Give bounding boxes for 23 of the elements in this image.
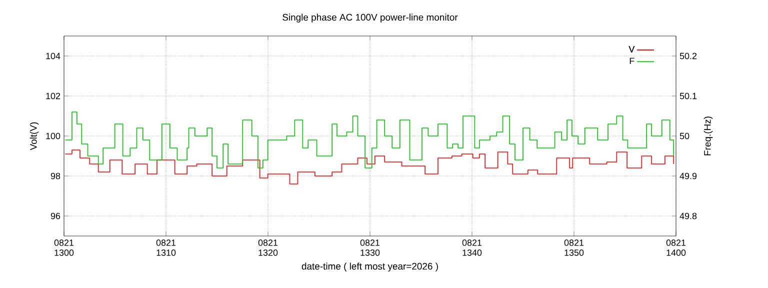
y-tick-label: 104: [46, 52, 60, 60]
y2-tick-label: 49.9: [680, 172, 697, 180]
y-tick-label: 98: [50, 172, 60, 180]
chart-title: Single phase AC 100V power-line monitor: [282, 14, 458, 23]
x-tick-label: 0821 1400: [666, 240, 686, 256]
y-tick-label: 102: [46, 92, 60, 100]
x-tick-label: 0821 1350: [564, 240, 584, 256]
x-tick-label: 0821 1340: [462, 240, 482, 256]
x-axis-title: date-time ( left most year=2026 ): [302, 262, 438, 272]
y-axis-title: Volt(V): [30, 122, 39, 150]
legend-label: V: [628, 46, 635, 52]
y2-tick-label: 50.1: [680, 92, 697, 100]
y-tick-label: 96: [50, 212, 60, 220]
x-tick-label: 0821 1310: [156, 240, 176, 256]
y2-axis-title: Freq.(Hz): [704, 116, 713, 156]
y-tick-label: 100: [46, 132, 60, 140]
y2-tick-label: 49.8: [680, 212, 697, 220]
legend-label: F: [630, 58, 634, 64]
y2-tick-label: 50: [680, 132, 690, 140]
x-tick-label: 0821 1320: [258, 240, 278, 256]
x-tick-label: 0821 1300: [54, 240, 74, 256]
y2-tick-label: 50.2: [680, 52, 697, 60]
x-tick-label: 0821 1330: [360, 240, 380, 256]
